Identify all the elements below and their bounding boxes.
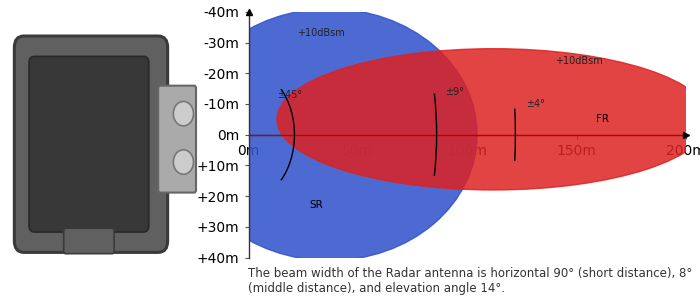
FancyBboxPatch shape bbox=[29, 56, 148, 232]
Text: ±9°: ±9° bbox=[445, 87, 464, 97]
Text: FR: FR bbox=[596, 114, 610, 124]
FancyBboxPatch shape bbox=[158, 86, 196, 193]
Ellipse shape bbox=[182, 9, 477, 260]
FancyBboxPatch shape bbox=[64, 228, 114, 254]
Text: +10dBsm: +10dBsm bbox=[297, 28, 344, 38]
Ellipse shape bbox=[277, 49, 700, 190]
Text: ±4°: ±4° bbox=[526, 99, 545, 109]
Text: ±45°: ±45° bbox=[277, 90, 302, 100]
Text: The beam width of the Radar antenna is horizontal 90° (short distance), 8°
(midd: The beam width of the Radar antenna is h… bbox=[248, 266, 693, 295]
Circle shape bbox=[174, 150, 193, 174]
Text: SR: SR bbox=[309, 200, 323, 210]
FancyBboxPatch shape bbox=[14, 36, 168, 252]
Circle shape bbox=[174, 102, 193, 126]
Text: +10dBsm: +10dBsm bbox=[554, 56, 603, 66]
